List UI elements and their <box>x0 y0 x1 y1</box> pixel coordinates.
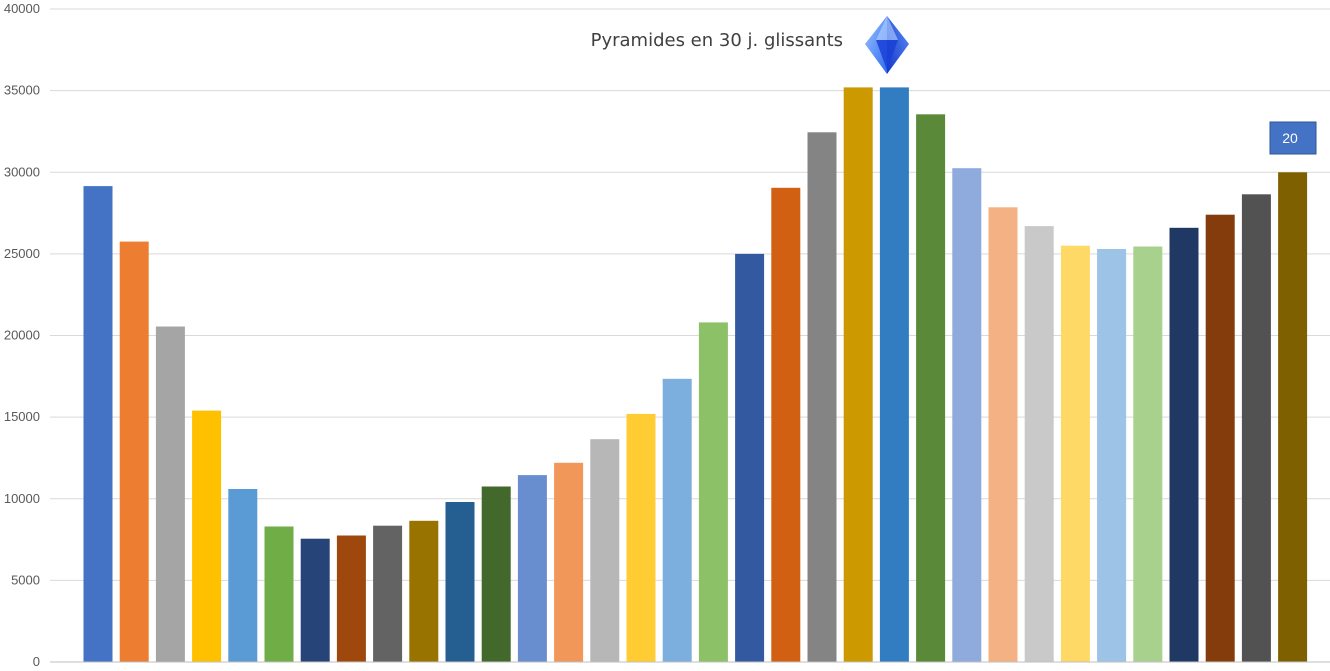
bar <box>517 475 547 662</box>
bar <box>1133 246 1163 662</box>
bar <box>300 538 330 662</box>
bar <box>698 322 728 662</box>
y-tick-label: 25000 <box>4 246 40 261</box>
bar <box>735 253 765 662</box>
y-tick-label: 30000 <box>4 164 40 179</box>
bar <box>554 462 584 662</box>
bar <box>1097 249 1127 662</box>
bar <box>916 114 946 663</box>
y-tick-label: 5000 <box>11 572 40 587</box>
y-tick-label: 0 <box>33 654 40 669</box>
bar <box>1205 214 1235 662</box>
bar <box>1278 172 1308 663</box>
diamond-gem-icon <box>865 16 909 74</box>
y-tick-label: 15000 <box>4 409 40 424</box>
bar <box>1024 226 1054 662</box>
bar <box>662 378 692 662</box>
chart-title: Pyramides en 30 j. glissants <box>591 30 843 51</box>
bar <box>409 520 439 662</box>
bar <box>879 87 909 662</box>
bar <box>771 187 801 663</box>
value-badge: 20 <box>1269 121 1317 155</box>
bar <box>336 535 366 662</box>
bar <box>626 413 656 662</box>
y-tick-label: 20000 <box>4 328 40 343</box>
bar <box>192 410 222 662</box>
bar <box>119 241 149 662</box>
bar <box>155 326 185 662</box>
bar <box>843 87 873 662</box>
y-tick-label: 40000 <box>4 1 40 16</box>
bar <box>1241 194 1271 663</box>
bar <box>445 502 475 662</box>
bar <box>952 168 982 662</box>
value-badge-label: 20 <box>1282 130 1298 146</box>
bar <box>264 526 294 662</box>
bar <box>807 132 837 663</box>
bar <box>481 486 511 662</box>
y-tick-label: 10000 <box>4 491 40 506</box>
bar <box>83 186 113 662</box>
bar <box>228 489 258 662</box>
y-tick-label: 35000 <box>4 83 40 98</box>
y-axis-tick-labels: 0 5000 10000 15000 20000 25000 30000 35000 40000 <box>4 1 40 669</box>
bar-series <box>83 87 1308 663</box>
bar <box>590 439 620 662</box>
bar <box>1060 245 1090 662</box>
bar <box>988 207 1018 663</box>
bar <box>1169 227 1199 663</box>
value-badge-box <box>1269 121 1317 155</box>
bar <box>373 525 403 662</box>
